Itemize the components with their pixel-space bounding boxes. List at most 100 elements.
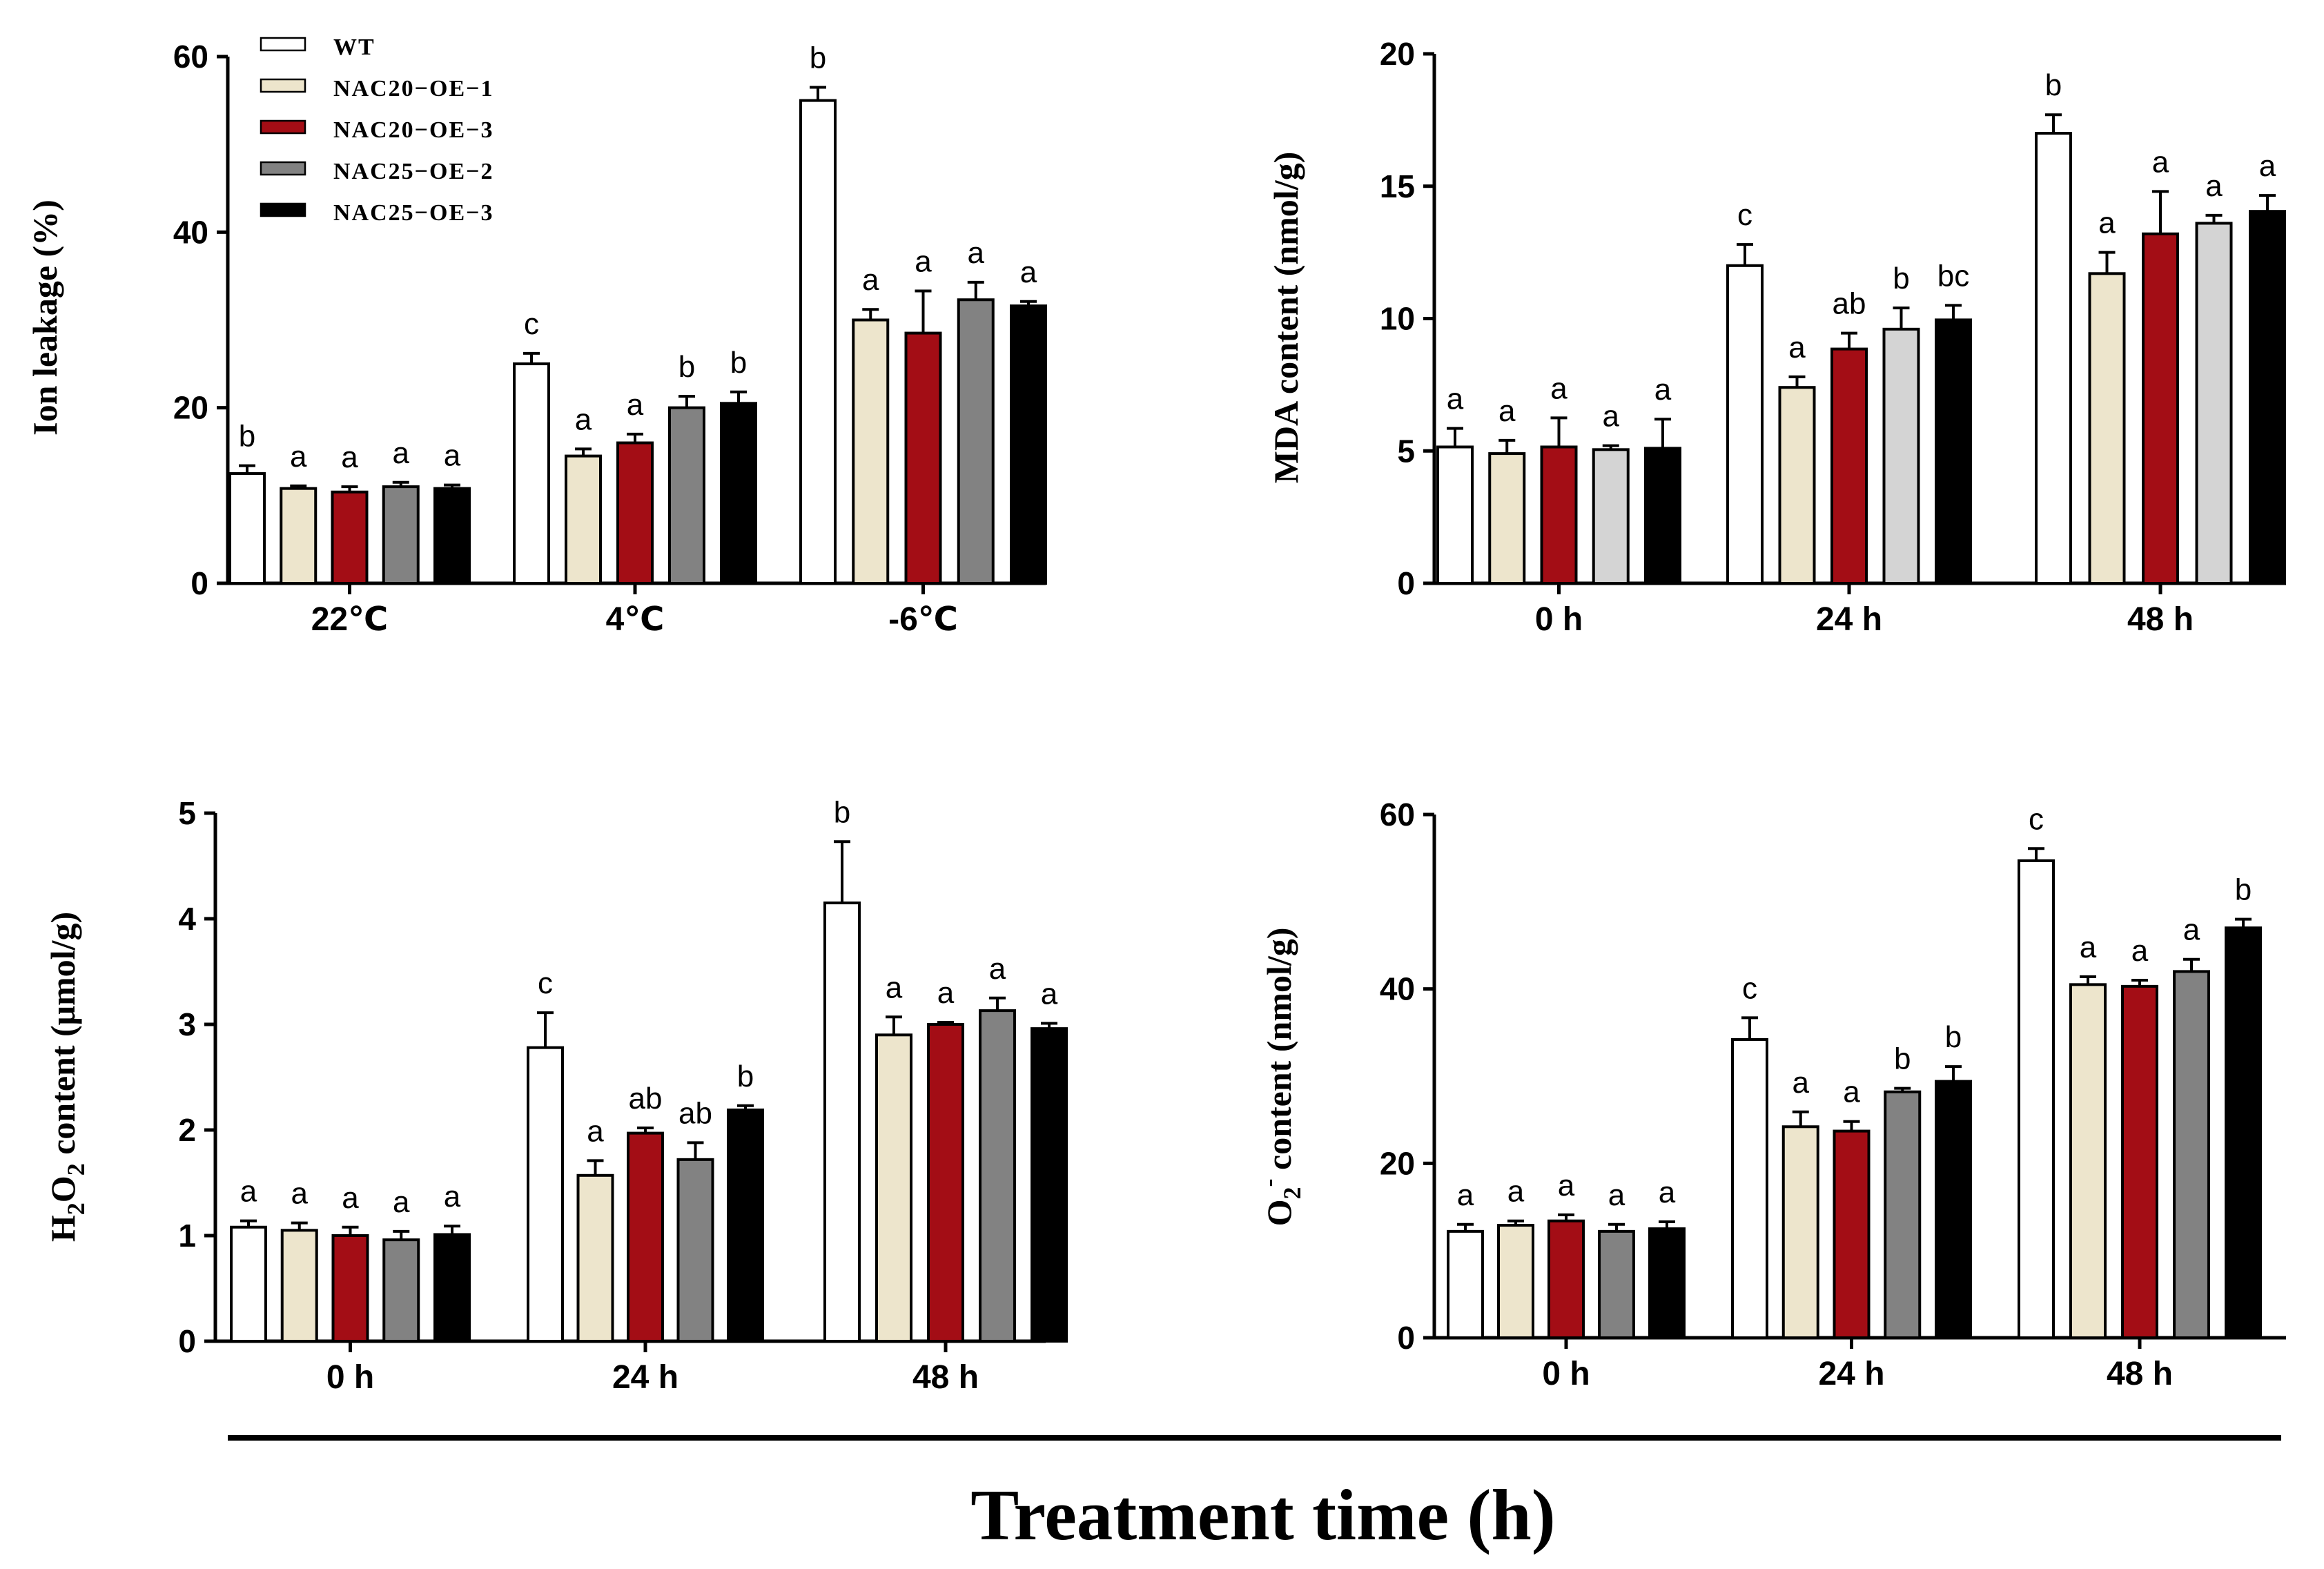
y-tick-label: 3 — [178, 1006, 196, 1042]
legend-swatch-nac25-oe-2 — [260, 161, 306, 176]
bar — [382, 1238, 420, 1343]
y-label-rest: content (nmol/g) — [1260, 928, 1298, 1179]
y-tick-label: 40 — [173, 214, 208, 250]
panel-mda-content: MDA content (nmol/g) 0 5 10 15 20 0 h 24 h 48 h… — [1267, 36, 2286, 638]
significance-letter: a — [627, 388, 644, 422]
significance-letter: a — [2183, 913, 2200, 947]
bar — [565, 454, 602, 585]
significance-letter: a — [915, 245, 932, 279]
x-category-label: 4℃ — [606, 601, 665, 638]
significance-letter: a — [342, 1181, 359, 1215]
legend-label-nac25-oe-2: NAC25−OE−2 — [333, 159, 494, 184]
y-axis-label: H2O2 content (μmol/g) — [43, 912, 90, 1242]
bar — [1497, 1224, 1534, 1340]
significance-letter: c — [538, 966, 553, 1000]
significance-letter: b — [678, 350, 695, 384]
x-category-label: 0 h — [1535, 601, 1583, 638]
significance-letter: b — [2045, 68, 2062, 102]
bar — [1488, 452, 1526, 585]
bar — [2225, 926, 2262, 1339]
bar — [823, 902, 861, 1343]
y-tick-label: 10 — [1380, 301, 1415, 337]
significance-letter: a — [290, 440, 307, 474]
y-label-sub2: 2 — [62, 1163, 90, 1176]
significance-letter: a — [575, 402, 592, 436]
bar — [1830, 347, 1868, 585]
significance-letter: a — [968, 236, 985, 270]
x-axis-title: Treatment time (h) — [970, 1474, 1556, 1555]
significance-letter: b — [834, 795, 850, 829]
bar — [720, 402, 757, 585]
significance-letter: b — [730, 346, 747, 380]
y-tick-label: 0 — [1397, 1320, 1415, 1356]
bar — [668, 406, 705, 585]
significance-letter: a — [2131, 934, 2149, 968]
significance-letter: a — [393, 436, 410, 470]
bar — [2121, 984, 2158, 1340]
legend-label-nac20-oe-1: NAC20−OE−1 — [333, 76, 494, 101]
bar — [1935, 1080, 1972, 1339]
significance-letter: a — [2259, 149, 2276, 183]
bar — [2088, 272, 2126, 585]
x-category-label: 0 h — [1542, 1356, 1590, 1392]
bar — [1781, 1125, 1819, 1339]
bar — [1935, 318, 1972, 585]
bar — [576, 1173, 614, 1343]
significance-letter: a — [989, 952, 1006, 986]
significance-letter: b — [737, 1060, 754, 1093]
bar — [513, 362, 550, 585]
significance-letter: a — [1507, 1175, 1525, 1209]
bar — [904, 331, 942, 585]
significance-letter: bc — [1937, 259, 1969, 293]
bar — [382, 485, 420, 585]
y-label-o: O — [43, 1176, 82, 1202]
significance-letter: b — [1945, 1020, 1962, 1054]
bar — [230, 1225, 267, 1343]
y-tick-label: 20 — [1380, 36, 1415, 72]
legend-label-nac20-oe-3: NAC20−OE−3 — [333, 117, 494, 143]
significance-letter: a — [1550, 371, 1568, 405]
significance-letter: a — [886, 971, 903, 1004]
bar — [1031, 1027, 1068, 1343]
legend-swatch-nac25-oe-3 — [260, 202, 306, 217]
x-category-label: 24 h — [1816, 601, 1882, 638]
significance-letter: a — [1659, 1176, 1676, 1209]
bar — [527, 1046, 564, 1343]
significance-letter: a — [341, 440, 358, 474]
bar — [1778, 386, 1816, 585]
y-label-sub: 2 — [1278, 1187, 1306, 1199]
panel-superoxide-content: O2- content (nmol/g) 0 20 40 60 0 h 24 h 48 h a… — [1255, 797, 2286, 1392]
bar — [331, 1234, 369, 1343]
bar — [1833, 1129, 1871, 1339]
significance-letter: a — [240, 1175, 257, 1209]
x-category-label: 24 h — [1818, 1356, 1884, 1392]
bar — [2249, 210, 2286, 585]
bar — [616, 441, 654, 585]
x-category-label: 48 h — [2127, 601, 2194, 638]
y-axis-label: Ion leakage (%) — [26, 199, 64, 436]
y-tick-label: 2 — [178, 1112, 196, 1148]
bar — [727, 1108, 764, 1343]
significance-letter: a — [1654, 373, 1672, 407]
significance-letter: a — [1603, 400, 1620, 433]
bar — [1592, 448, 1630, 585]
significance-letter: c — [1742, 971, 1757, 1005]
bar — [799, 99, 837, 585]
significance-letter: a — [1558, 1169, 1575, 1202]
y-tick-label: 0 — [178, 1323, 196, 1359]
significance-letter: a — [1498, 394, 1516, 428]
bar — [2069, 983, 2107, 1339]
significance-letter: a — [291, 1177, 309, 1211]
significance-letter: ab — [1833, 287, 1866, 321]
y-tick-label: 1 — [178, 1218, 196, 1254]
bar — [433, 1233, 471, 1343]
bar — [1644, 447, 1681, 585]
bar — [1882, 327, 1920, 585]
significance-letter: c — [1737, 198, 1752, 232]
bar — [927, 1023, 964, 1343]
significance-letter: a — [2098, 206, 2116, 240]
y-tick-label: 5 — [178, 795, 196, 831]
significance-letter: ab — [629, 1082, 663, 1115]
